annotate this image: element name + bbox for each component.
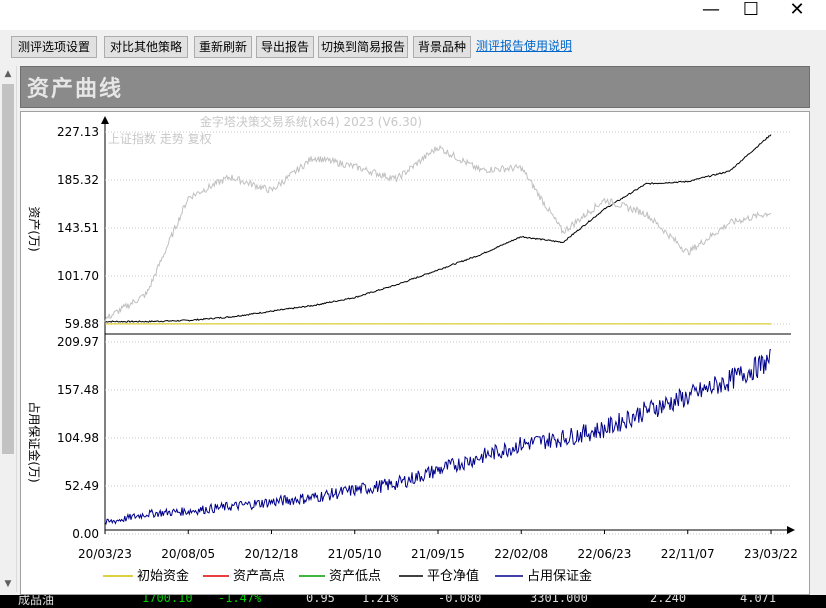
quote-value-b: 1.21% bbox=[362, 595, 399, 605]
y-tick-label: 209.97 bbox=[57, 335, 99, 349]
benchmark-label: 上证指数 走势 复权 bbox=[108, 131, 212, 146]
minimize-icon[interactable]: — bbox=[702, 0, 720, 20]
series-line-benchmark bbox=[104, 144, 772, 323]
asset-axis-label: 资产(万) bbox=[27, 206, 41, 251]
scroll-thumb[interactable] bbox=[2, 84, 14, 454]
y-axis-arrow-icon bbox=[101, 116, 109, 124]
report-toolbar: 测评选项设置 对比其他策略 重新刷新 导出报告 切换到简易报告 背景品种 测评报… bbox=[0, 30, 826, 62]
series-line-net-value bbox=[104, 134, 772, 323]
y-tick-label: 227.13 bbox=[57, 125, 99, 139]
vertical-scrollbar[interactable]: ▲ ▼ bbox=[0, 66, 17, 592]
y-tick-label: 185.32 bbox=[57, 173, 99, 187]
y-tick-label: 52.49 bbox=[65, 479, 99, 493]
x-tick-label: 23/03/22 bbox=[744, 547, 798, 561]
quote-name: 成品油 bbox=[18, 595, 55, 607]
x-axis-arrow-icon bbox=[787, 526, 795, 534]
series-line-margin bbox=[104, 349, 772, 526]
quote-price: 1700.10 bbox=[142, 595, 193, 605]
grid-lines bbox=[105, 131, 791, 535]
export-report-button[interactable]: 导出报告 bbox=[256, 36, 314, 58]
x-tick-label: 21/05/10 bbox=[328, 547, 382, 561]
section-header: 资产曲线 bbox=[20, 66, 810, 108]
legend-item-initial-capital: 初始资金 bbox=[137, 568, 189, 584]
legend-item-net-value: 平仓净值 bbox=[427, 568, 479, 584]
section-title: 资产曲线 bbox=[27, 76, 124, 102]
switch-simple-report-button[interactable]: 切换到简易报告 bbox=[318, 36, 408, 58]
maximize-icon[interactable]: ☐ bbox=[742, 0, 760, 20]
compare-strategy-button[interactable]: 对比其他策略 bbox=[104, 36, 188, 58]
y-tick-label: 0.00 bbox=[72, 527, 99, 541]
quote-value-a: 0.95 bbox=[306, 595, 335, 605]
watermark-text: 金字塔决策交易系统(x64) 2023 (V6.30) bbox=[200, 114, 422, 129]
quote-value-d: 3301.000 bbox=[530, 595, 588, 605]
x-tick-label: 22/06/23 bbox=[578, 547, 632, 561]
x-tick-label: 22/02/08 bbox=[494, 547, 548, 561]
quote-change: -1.47% bbox=[218, 595, 262, 605]
quote-value-c: -0.080 bbox=[438, 595, 482, 605]
y-tick-label: 101.70 bbox=[57, 269, 99, 283]
quote-value-e: 2.240 bbox=[650, 595, 687, 605]
close-icon[interactable]: ✕ bbox=[789, 0, 805, 20]
y-tick-label: 104.98 bbox=[57, 431, 99, 445]
scroll-down-icon[interactable]: ▼ bbox=[4, 579, 12, 589]
refresh-button[interactable]: 重新刷新 bbox=[194, 36, 252, 58]
scroll-up-icon[interactable]: ▲ bbox=[4, 69, 12, 79]
help-link[interactable]: 测评报告使用说明 bbox=[476, 39, 573, 53]
legend-item-asset-high: 资产高点 bbox=[233, 568, 285, 584]
asset-curve-chart: 金字塔决策交易系统(x64) 2023 (V6.30) 上证指数 走势 复权 资… bbox=[20, 111, 810, 595]
legend-item-asset-low: 资产低点 bbox=[329, 569, 381, 584]
axis-ticks: 227.13 185.32 143.51 101.70 59.88 209.97 157.4… bbox=[57, 125, 798, 561]
settings-button[interactable]: 测评选项设置 bbox=[11, 36, 97, 58]
margin-axis-label: 占用保证金(万) bbox=[27, 401, 42, 482]
background-symbol-button[interactable]: 背景品种 bbox=[413, 36, 471, 58]
y-tick-label: 59.88 bbox=[65, 317, 99, 331]
quote-strip: 成品油 1700.10 -1.47% 0.95 1.21% -0.080 330… bbox=[0, 595, 826, 608]
quote-value-f: 4.071 bbox=[740, 595, 777, 605]
x-tick-label: 20/08/05 bbox=[161, 547, 215, 561]
x-tick-label: 20/12/18 bbox=[245, 547, 299, 561]
legend: 初始资金 资产高点 资产低点 平仓净值 占用保证金 bbox=[103, 568, 592, 584]
series-lines bbox=[104, 134, 772, 526]
x-tick-label: 21/09/15 bbox=[411, 547, 465, 561]
legend-item-margin: 占用保证金 bbox=[527, 568, 592, 584]
window-titlebar: — ☐ ✕ bbox=[0, 0, 826, 30]
y-tick-label: 157.48 bbox=[57, 383, 99, 397]
x-tick-label: 22/11/07 bbox=[661, 547, 715, 561]
y-tick-label: 143.51 bbox=[57, 221, 99, 235]
x-tick-label: 20/03/23 bbox=[78, 547, 132, 561]
chart-svg: 金字塔决策交易系统(x64) 2023 (V6.30) 上证指数 走势 复权 资… bbox=[27, 114, 798, 584]
